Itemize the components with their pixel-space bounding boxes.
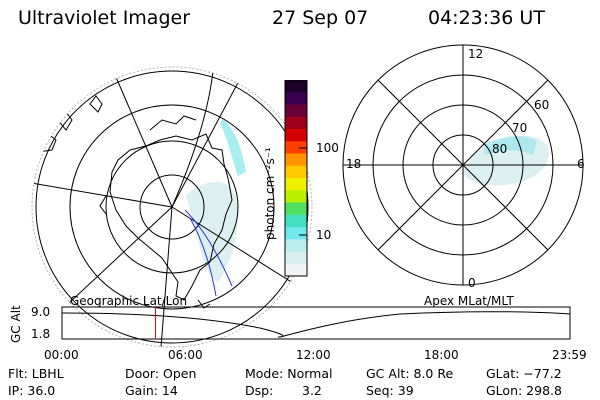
colorbar-segment [285,251,307,265]
polar-mlt-label-12: 12 [468,47,484,61]
colorbar-segment [285,190,307,203]
polar-aurora-arc [483,136,537,155]
timeline-xtick-4: 23:59 [552,348,587,362]
colorbar-segment [285,214,307,228]
status-gc-alt: GC Alt: 8.0 Re [366,366,454,381]
altitude-curve [61,311,571,338]
colorbar-tick-10: 10 [316,228,332,242]
status-door: Door: Open [125,366,197,381]
timeline-xtick-3: 18:00 [424,348,459,362]
polar-mlat-label-80: 80 [492,142,508,156]
colorbar-segment [285,263,307,277]
status-dsp-label: Dsp: [245,383,274,398]
status-glat: GLat: −77.2 [486,366,562,381]
status-seq: Seq: 39 [366,383,414,398]
timeline-axis-title: GC Alt [9,305,23,343]
status-dsp-value: 3.2 [302,383,322,398]
time-label: 04:23:36 UT [428,7,545,29]
colorbar-tick-100: 100 [316,141,339,155]
timeline-ytick-max: 9.0 [31,305,51,319]
timeline-right-label: Apex MLat/MLT [424,294,514,308]
polar-mlat-label-60: 60 [534,98,550,112]
colorbar-segment [285,104,307,118]
status-filter: Flt: LBHL [8,366,64,381]
colorbar-segment [285,202,307,216]
colorbar-segment [285,153,307,167]
colorbar [284,80,308,277]
timeline-ytick-min: 1.8 [31,327,51,341]
status-ip: IP: 36.0 [8,383,56,398]
timeline-left-label: Geographic Lat/Lon [70,294,188,308]
status-glon: GLon: 298.8 [486,383,562,398]
timeline-plot[interactable] [60,306,576,342]
colorbar-segment [285,80,307,93]
colorbar-unit-label: photon cm⁻²s⁻¹ [263,147,277,240]
colorbar-segment [285,178,307,191]
colorbar-segment [285,165,307,179]
colorbar-segment [285,92,307,105]
polar-plot [342,44,584,286]
colorbar-segment [285,239,307,252]
colorbar-segment [285,129,307,142]
polar-mlat-label-70: 70 [512,121,528,135]
polar-mlt-label-6: 6 [577,157,585,171]
aurora-arc [220,118,246,176]
status-mode: Mode: Normal [245,366,333,381]
polar-mlt-label-18: 18 [346,157,362,171]
colorbar-segment [285,141,307,154]
polar-mlt-label-0: 0 [468,276,476,290]
colorbar-segment [285,227,307,240]
timeline-xtick-0: 00:00 [44,348,79,362]
timeline-xtick-1: 06:00 [168,348,203,362]
date-label: 27 Sep 07 [272,7,369,29]
app-title: Ultraviolet Imager [18,7,191,29]
colorbar-segment [285,116,307,130]
status-gain: Gain: 14 [125,383,178,398]
timeline-xtick-2: 12:00 [296,348,331,362]
